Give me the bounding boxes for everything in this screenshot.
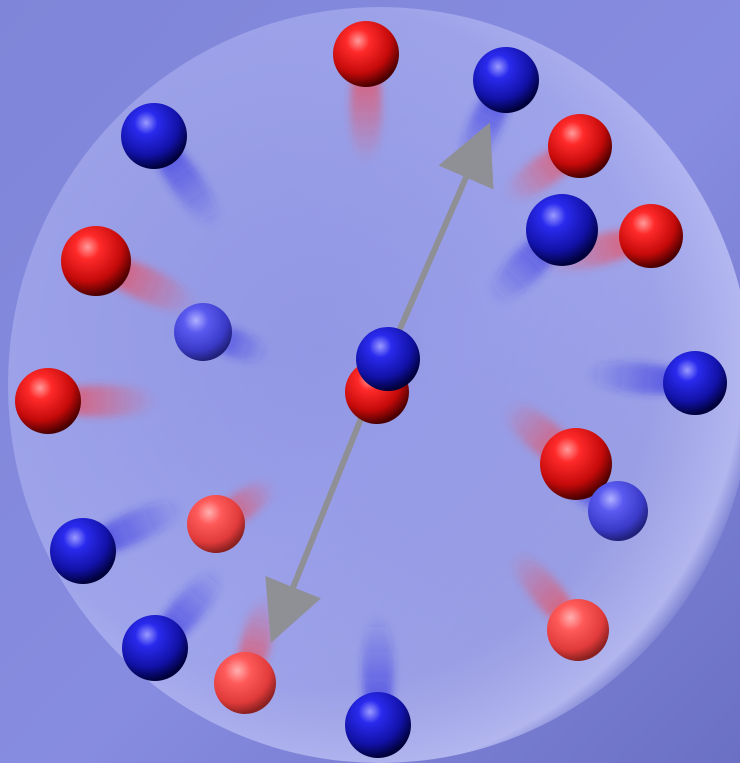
red-particle xyxy=(540,428,612,500)
momentum-arrow xyxy=(265,413,365,643)
red-particle xyxy=(61,226,131,296)
blue-particle xyxy=(121,103,187,169)
red-particle xyxy=(548,114,612,178)
central-blue-particle xyxy=(356,327,420,391)
red-particle xyxy=(214,652,276,714)
blue-particle xyxy=(588,481,648,541)
blue-particle xyxy=(473,47,539,113)
red-particle xyxy=(619,204,683,268)
red-particle xyxy=(187,495,245,553)
blue-particle xyxy=(50,518,116,584)
blue-particle xyxy=(174,303,232,361)
momentum-arrows xyxy=(265,122,494,643)
particles xyxy=(15,21,727,758)
red-particle xyxy=(15,368,81,434)
momentum-arrow xyxy=(390,122,494,348)
red-particle xyxy=(333,21,399,87)
blue-particle xyxy=(345,692,411,758)
blue-particle xyxy=(122,615,188,681)
blue-particle xyxy=(526,194,598,266)
red-particle xyxy=(547,599,609,661)
blue-particle xyxy=(663,351,727,415)
